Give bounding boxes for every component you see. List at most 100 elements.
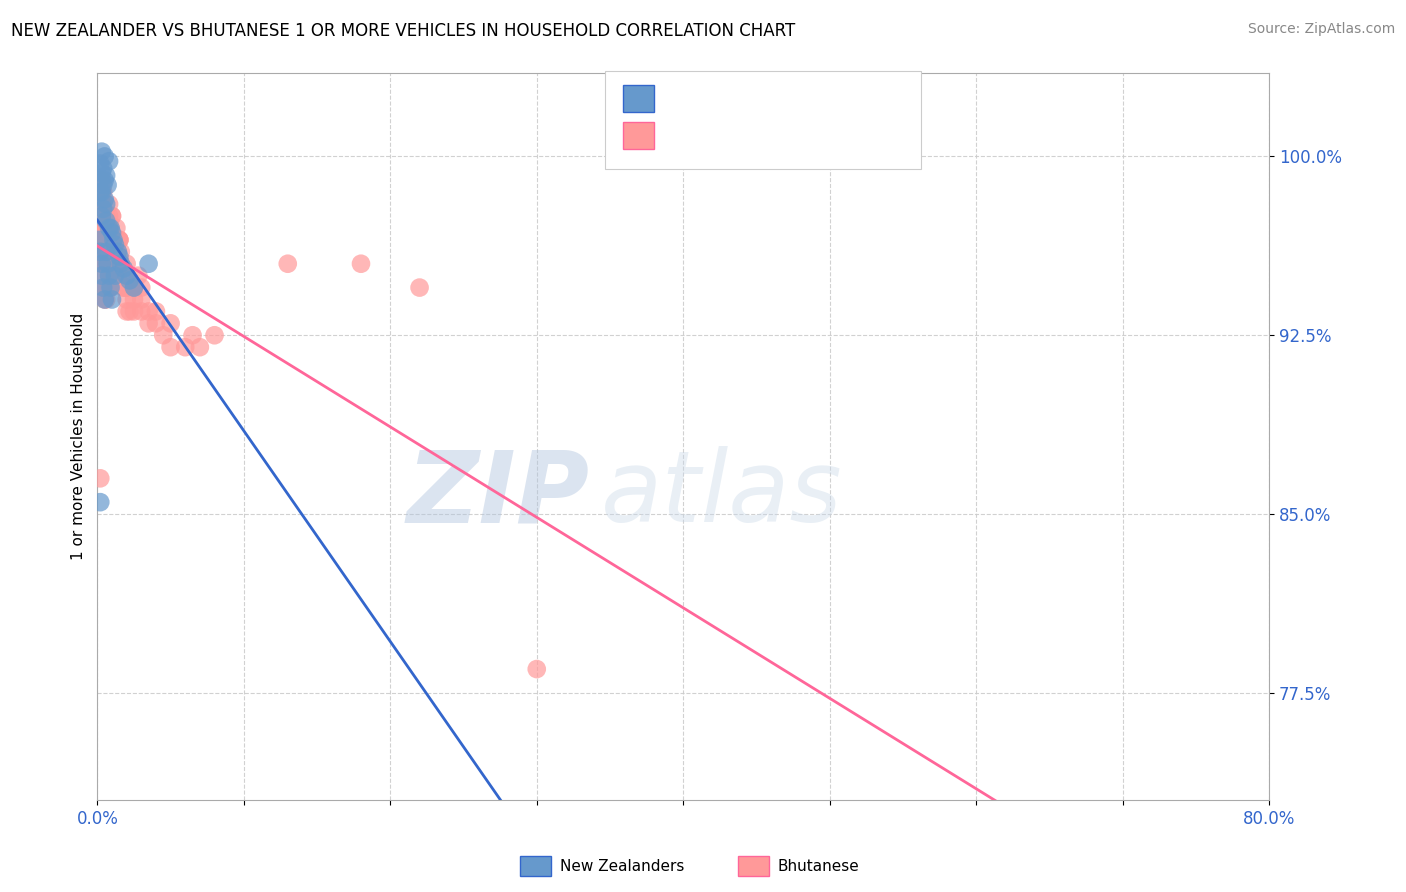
Point xyxy=(138,316,160,330)
Point xyxy=(100,280,122,294)
Text: atlas: atlas xyxy=(602,446,842,543)
Point xyxy=(91,233,114,247)
Point xyxy=(101,268,124,283)
Point xyxy=(108,233,131,247)
Point xyxy=(93,233,115,247)
Point xyxy=(129,293,152,307)
Text: New Zealanders: New Zealanders xyxy=(560,859,683,873)
Point xyxy=(159,316,181,330)
Point xyxy=(93,244,115,259)
Point xyxy=(94,209,117,223)
Point xyxy=(138,304,160,318)
Point xyxy=(127,268,149,283)
Point xyxy=(98,280,121,294)
Point xyxy=(122,304,145,318)
Point xyxy=(91,221,114,235)
Point xyxy=(90,209,112,223)
Point xyxy=(94,293,117,307)
Point xyxy=(94,244,117,259)
Point xyxy=(105,221,128,235)
Point xyxy=(94,233,117,247)
Point xyxy=(129,280,152,294)
Point xyxy=(110,257,132,271)
Point xyxy=(100,233,122,247)
Point xyxy=(90,197,112,211)
Point xyxy=(152,328,174,343)
Point xyxy=(91,280,114,294)
Point xyxy=(97,257,120,271)
Text: ZIP: ZIP xyxy=(406,446,589,543)
Point xyxy=(408,280,430,294)
Point xyxy=(93,257,115,271)
Point xyxy=(97,257,120,271)
Point xyxy=(90,209,112,223)
Point xyxy=(89,185,111,199)
Text: R = 0.015   N = 114: R = 0.015 N = 114 xyxy=(662,127,830,145)
Point xyxy=(115,293,138,307)
Point xyxy=(90,145,112,159)
Point xyxy=(94,233,117,247)
Point xyxy=(98,268,121,283)
Point xyxy=(89,471,111,485)
Point xyxy=(100,257,122,271)
Point xyxy=(97,244,120,259)
Point xyxy=(110,244,132,259)
Point xyxy=(115,268,138,283)
Point xyxy=(89,209,111,223)
Point xyxy=(94,280,117,294)
Point xyxy=(174,340,197,354)
Point xyxy=(118,304,141,318)
Point xyxy=(89,197,111,211)
Point xyxy=(97,178,120,192)
Point xyxy=(89,244,111,259)
Text: R = 0.308   N =  43: R = 0.308 N = 43 xyxy=(662,89,824,107)
Point xyxy=(101,209,124,223)
Point xyxy=(277,257,299,271)
Point xyxy=(181,328,204,343)
Point xyxy=(188,340,211,354)
Point xyxy=(100,244,122,259)
Point xyxy=(112,280,135,294)
Point xyxy=(112,280,135,294)
Point xyxy=(526,662,548,676)
Point xyxy=(108,233,131,247)
Point xyxy=(93,268,115,283)
Point xyxy=(93,244,115,259)
Point xyxy=(108,257,131,271)
Point xyxy=(101,244,124,259)
Point xyxy=(87,185,110,199)
Point xyxy=(98,221,121,235)
Point xyxy=(104,268,127,283)
Point xyxy=(103,257,125,271)
Point xyxy=(90,166,112,180)
Point xyxy=(93,149,115,163)
Point xyxy=(91,209,114,223)
Point xyxy=(90,233,112,247)
Point xyxy=(98,209,121,223)
Point xyxy=(122,280,145,294)
Text: NEW ZEALANDER VS BHUTANESE 1 OR MORE VEHICLES IN HOUSEHOLD CORRELATION CHART: NEW ZEALANDER VS BHUTANESE 1 OR MORE VEH… xyxy=(11,22,796,40)
Point xyxy=(93,233,115,247)
Point xyxy=(145,316,167,330)
Point xyxy=(94,257,117,271)
Point xyxy=(90,257,112,271)
Point xyxy=(93,173,115,187)
Point xyxy=(98,221,121,235)
Point xyxy=(122,280,145,294)
Point xyxy=(94,197,117,211)
Point xyxy=(89,156,111,170)
Point xyxy=(107,268,129,283)
Point xyxy=(107,244,129,259)
Point xyxy=(90,233,112,247)
Point xyxy=(94,250,117,264)
Point xyxy=(100,221,122,235)
Point xyxy=(115,268,138,283)
Point xyxy=(90,268,112,283)
Point xyxy=(118,273,141,287)
Point xyxy=(90,185,112,199)
Point xyxy=(110,257,132,271)
Point xyxy=(159,340,181,354)
Point xyxy=(115,280,138,294)
Point xyxy=(91,185,114,199)
Point xyxy=(98,197,121,211)
